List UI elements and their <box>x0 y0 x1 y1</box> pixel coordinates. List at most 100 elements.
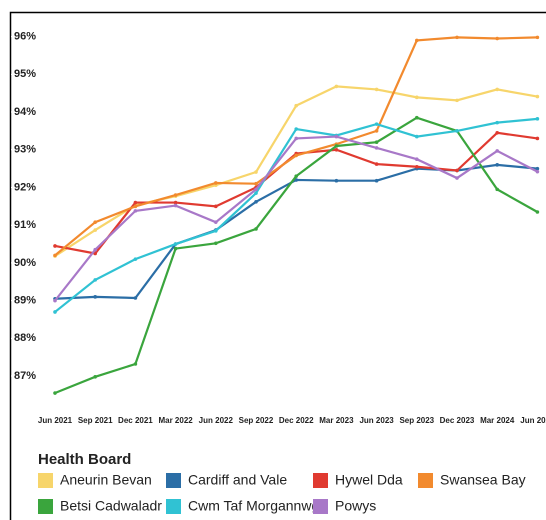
point <box>133 204 138 209</box>
legend-title: Health Board <box>38 451 131 468</box>
legend-swatch <box>38 473 53 488</box>
point <box>294 153 299 158</box>
x-tick-label: Mar 2022 <box>158 416 193 425</box>
point <box>173 200 178 205</box>
x-tick-label: Sep 2023 <box>399 416 434 425</box>
series-line <box>54 131 538 255</box>
point <box>495 87 500 92</box>
point <box>495 187 500 192</box>
series-line <box>54 163 538 300</box>
point <box>535 94 540 99</box>
point <box>173 203 178 208</box>
y-tick-label: 92% <box>14 181 36 193</box>
point <box>495 131 500 135</box>
point <box>535 166 540 171</box>
point <box>334 144 339 148</box>
point <box>93 247 97 252</box>
point <box>535 117 540 121</box>
x-tick-label: Mar 2023 <box>319 416 354 425</box>
y-tick-label: 91% <box>14 219 36 231</box>
series-line <box>54 135 538 302</box>
point <box>495 163 500 167</box>
point <box>415 115 419 120</box>
point <box>334 147 339 152</box>
legend-label: Hywel Dda <box>335 472 403 488</box>
point <box>535 35 540 40</box>
point <box>133 257 138 261</box>
point <box>374 129 379 133</box>
x-tick-label: Jun 2023 <box>359 416 394 425</box>
y-tick-label: 95% <box>14 68 36 80</box>
point <box>374 162 379 166</box>
x-tick-label: Jun 2022 <box>199 416 234 425</box>
point <box>294 103 299 108</box>
point <box>254 191 258 195</box>
legend-label: Cwm Taf Morgannwg <box>188 498 319 514</box>
point <box>415 95 419 100</box>
point <box>133 296 138 300</box>
x-tick-label: Jun 2024 <box>520 416 546 425</box>
y-tick-label: 88% <box>14 332 36 344</box>
point <box>133 209 138 213</box>
frame <box>9 11 546 520</box>
point <box>374 178 379 183</box>
series-line <box>54 85 538 258</box>
point <box>53 253 57 258</box>
point <box>254 187 258 192</box>
point <box>173 193 178 197</box>
legend-swatch <box>313 473 328 488</box>
legend-label: Aneurin Bevan <box>60 472 152 488</box>
point <box>334 84 339 89</box>
point <box>53 310 57 314</box>
point <box>334 134 339 139</box>
x-tick-label: Sep 2021 <box>78 416 113 425</box>
y-tick-label: 89% <box>14 295 36 307</box>
point <box>93 220 97 224</box>
y-tick-label: 96% <box>14 31 36 43</box>
point <box>53 298 57 303</box>
point <box>93 228 97 232</box>
point <box>535 136 540 141</box>
legend-swatch <box>38 499 53 514</box>
legend-label: Powys <box>335 498 376 514</box>
point <box>214 181 218 185</box>
point <box>294 127 299 131</box>
point <box>374 140 379 145</box>
y-tick-label: 93% <box>14 144 36 156</box>
legend-swatch <box>166 499 181 514</box>
y-tick-label: 90% <box>14 257 36 269</box>
point <box>415 134 419 139</box>
point <box>535 210 540 214</box>
point <box>374 87 379 92</box>
point <box>93 278 97 282</box>
legend-swatch <box>313 499 328 514</box>
point <box>254 170 258 174</box>
point <box>133 362 138 366</box>
x-tick-label: Sep 2022 <box>239 416 274 425</box>
point <box>415 38 419 43</box>
point <box>535 169 540 174</box>
legend-label: Swansea Bay <box>440 472 526 488</box>
x-tick-label: Mar 2024 <box>480 416 515 425</box>
point <box>254 227 258 231</box>
series-line <box>54 36 538 257</box>
point <box>455 176 459 180</box>
point <box>374 122 379 126</box>
x-tick-label: Dec 2023 <box>440 416 475 425</box>
point <box>415 157 419 161</box>
point <box>214 204 218 209</box>
point <box>294 174 299 178</box>
legend-swatch <box>418 473 433 488</box>
point <box>374 146 379 150</box>
point <box>254 200 258 204</box>
legend-label: Betsi Cadwaladr <box>60 498 162 514</box>
point <box>495 36 500 41</box>
point <box>455 35 459 40</box>
x-tick-label: Jun 2021 <box>38 416 73 425</box>
point <box>93 295 97 299</box>
point <box>455 98 459 103</box>
point <box>254 181 258 186</box>
point <box>455 168 459 173</box>
point <box>133 200 138 205</box>
